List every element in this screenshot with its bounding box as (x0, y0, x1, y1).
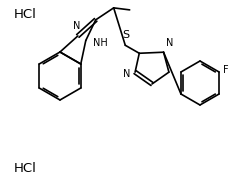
Text: N: N (123, 69, 130, 79)
Text: N: N (166, 38, 173, 48)
Text: NH: NH (93, 38, 108, 48)
Text: HCl: HCl (14, 161, 37, 174)
Text: F: F (223, 65, 229, 75)
Text: N: N (73, 21, 80, 31)
Text: S: S (123, 30, 130, 40)
Text: HCl: HCl (14, 7, 37, 20)
